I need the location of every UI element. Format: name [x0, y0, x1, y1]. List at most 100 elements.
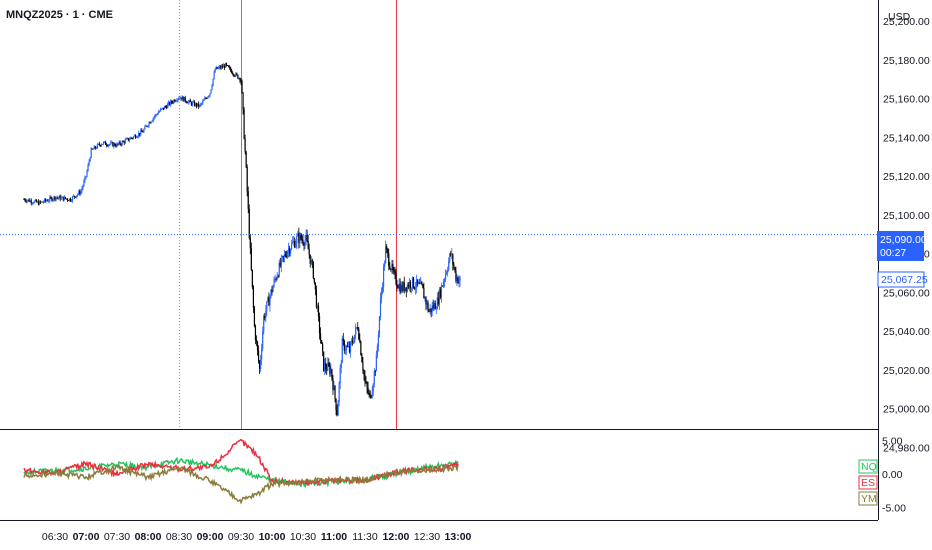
candle-body	[235, 73, 237, 77]
candle-body	[281, 256, 283, 258]
candle-body	[337, 401, 339, 416]
candle-body	[186, 102, 188, 104]
candle-body	[213, 72, 215, 79]
time-tick-label: 09:30	[228, 531, 254, 543]
candle-body	[435, 308, 437, 310]
candle-body	[158, 111, 160, 113]
candle-body	[222, 65, 225, 68]
candle-body	[266, 301, 268, 311]
candle-body	[136, 137, 138, 139]
last-price-label: 25,090.00	[880, 234, 927, 246]
candle-body	[429, 308, 431, 312]
candle-body	[128, 139, 130, 141]
candle-body	[350, 340, 353, 343]
candle-body	[294, 241, 296, 248]
candle-body	[195, 103, 198, 107]
candle-body	[57, 197, 59, 199]
candle-body	[329, 365, 331, 374]
candle-body	[369, 393, 371, 396]
candle-body	[285, 256, 288, 257]
candle-body	[377, 334, 380, 346]
price-tick-label: 25,140.00	[883, 132, 930, 144]
candle-body	[68, 198, 71, 201]
time-tick-label: 08:30	[166, 531, 192, 543]
candle-body	[282, 256, 284, 257]
candle-body	[23, 199, 25, 201]
candle-body	[116, 143, 118, 147]
last-price-badge	[877, 231, 924, 261]
price-tick-label: 25,120.00	[883, 171, 930, 183]
candle-body	[379, 298, 382, 317]
candle-body	[94, 146, 96, 149]
secondary-price-label: 25,067.25	[881, 274, 928, 286]
candle-body	[413, 287, 416, 289]
time-tick-label: 12:00	[383, 531, 410, 543]
candle-body	[85, 176, 87, 178]
candle-body	[28, 199, 30, 202]
candle-body	[311, 260, 313, 263]
candle-body	[87, 164, 89, 171]
candle-body	[400, 285, 402, 293]
candle-body	[374, 370, 376, 372]
candle-body	[427, 302, 429, 311]
candle-body	[151, 120, 153, 122]
candle-body	[332, 378, 334, 391]
candle-body	[299, 234, 301, 244]
price-tick-label: 25,100.00	[883, 210, 930, 222]
candle-body	[51, 197, 53, 201]
candle-body	[156, 114, 158, 116]
candle-body	[181, 96, 183, 100]
candle-body	[434, 303, 436, 310]
time-tick-label: 10:00	[259, 531, 286, 543]
candle-body	[312, 262, 314, 279]
candle-body	[408, 282, 411, 288]
candle-body	[107, 145, 109, 147]
candle-body	[358, 329, 360, 340]
candle-body	[407, 284, 409, 288]
candle-body	[101, 143, 104, 145]
candle-body	[441, 285, 444, 287]
candle-body	[178, 97, 180, 99]
candle-body	[179, 97, 181, 99]
candle-body	[214, 69, 216, 73]
candle-body	[199, 105, 201, 107]
candle-body	[91, 148, 93, 150]
candle-body	[233, 74, 235, 76]
candle-body	[49, 197, 51, 201]
candle-body	[439, 289, 442, 298]
candle-body	[100, 144, 103, 146]
candle-body	[208, 95, 210, 97]
currency-label[interactable]: USD	[888, 11, 911, 23]
candle-body	[327, 362, 329, 371]
candle-body	[344, 349, 346, 351]
candle-body	[165, 106, 168, 109]
candle-body	[347, 346, 350, 347]
candle-body	[81, 188, 83, 192]
candle-body	[63, 196, 65, 201]
candle-body	[398, 283, 400, 289]
candle-body	[349, 342, 352, 352]
candle-body	[210, 89, 212, 94]
candle-body	[457, 277, 459, 284]
candle-body	[200, 103, 202, 106]
candle-body	[25, 200, 27, 202]
candle-body	[334, 386, 336, 399]
candle-body	[328, 362, 330, 366]
candle-body	[387, 249, 389, 254]
candle-body	[451, 254, 453, 255]
time-axis-ticks[interactable]: 06:30 07:00 07:30 08:00 08:30 09:00 09:30 10:00…	[42, 531, 472, 543]
candle-body	[34, 199, 36, 202]
symbol-title[interactable]: MNQZ2025 · 1 · CME	[6, 9, 113, 21]
candle-body	[229, 67, 231, 68]
oscillator-series	[23, 438, 459, 505]
candle-body	[149, 122, 151, 124]
candle-body	[82, 185, 84, 189]
candle-body	[267, 297, 269, 302]
candle-body	[430, 308, 432, 313]
candle-body	[175, 100, 177, 102]
candle-body	[412, 277, 415, 288]
legend-label-ym: YM	[861, 493, 877, 505]
candle-body	[338, 383, 340, 402]
vertical-markers	[178, 0, 397, 429]
candle-body	[207, 96, 209, 99]
